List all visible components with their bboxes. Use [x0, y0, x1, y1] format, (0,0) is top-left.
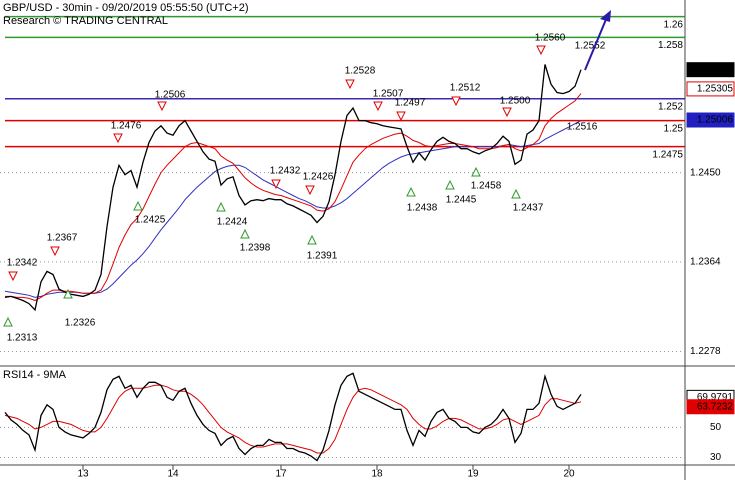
- annotation-label: 1.2552: [575, 41, 606, 52]
- annotation-label: 1.2425: [135, 215, 166, 226]
- price-tag-label: 1.2549: [702, 64, 733, 75]
- x-tick-label: 19: [467, 469, 479, 480]
- projection-arrow: [584, 16, 608, 71]
- price-tag: [686, 62, 735, 78]
- chart-title: GBP/USD - 30min - 09/20/2019 05:55:50 (U…: [3, 2, 248, 14]
- annotation-label: 1.2476: [111, 121, 142, 132]
- x-tick-label: 13: [77, 469, 89, 480]
- y-tick-label: 1.2364: [690, 257, 721, 268]
- level-label: 1.258: [658, 40, 683, 51]
- resistance-marker: [113, 133, 123, 144]
- annotation-label: 1.2497: [395, 98, 426, 109]
- x-tick-label: 14: [167, 469, 179, 480]
- resistance-marker: [271, 179, 281, 190]
- annotation-label: 1.2458: [471, 181, 502, 192]
- y-tick-label: 1.2278: [690, 346, 721, 357]
- annotation-label: 1.2500: [500, 96, 531, 107]
- resistance-marker: [157, 101, 167, 112]
- annotation-label: 1.2391: [307, 251, 338, 262]
- support-marker: [216, 201, 226, 212]
- x-tick-label: 20: [563, 469, 575, 480]
- support-marker: [406, 186, 416, 197]
- annotation-label: 1.2398: [240, 243, 271, 254]
- annotation-label: 1.2438: [407, 203, 438, 214]
- price-tag: [686, 399, 735, 415]
- series-line: [4, 64, 582, 312]
- annotation-label: 1.2445: [446, 195, 477, 206]
- support-marker: [307, 234, 317, 245]
- level-label: 1.252: [658, 101, 683, 112]
- annotation-label: 1.2528: [345, 66, 376, 77]
- support-marker: [240, 228, 250, 239]
- support-marker: [133, 200, 143, 211]
- resistance-marker: [50, 246, 60, 257]
- level-label: 1.26: [664, 19, 684, 30]
- resistance-marker: [373, 101, 383, 112]
- resistance-marker: [502, 107, 512, 118]
- resistance-marker: [536, 45, 546, 56]
- y-tick-label: 30: [710, 452, 722, 463]
- rsi-title: RSI14 - 9MA: [3, 369, 67, 381]
- level-label: 1.2475: [652, 149, 683, 160]
- annotation-label: 1.2342: [7, 258, 38, 269]
- price-tag-label: 63.7232: [697, 401, 734, 412]
- price-tag: [686, 81, 735, 97]
- series-line: [4, 384, 582, 454]
- chart-subtitle: Research © TRADING CENTRAL: [3, 15, 168, 27]
- resistance-marker: [345, 79, 355, 90]
- annotation-label: 1.2432: [270, 166, 301, 177]
- support-marker: [3, 316, 13, 327]
- annotation-label: 1.2506: [155, 90, 186, 101]
- support-marker: [471, 166, 481, 177]
- plot-layer: 1.2450 1.2364 1.2278 30 50 13 14 17 18 19 20 1.26 1.…: [0, 15, 735, 480]
- series-line: [4, 372, 582, 462]
- annotation-label: 1.2326: [65, 318, 96, 329]
- price-tag-label: 69.9791: [697, 392, 734, 403]
- annotation-label: 1.2560: [535, 33, 566, 44]
- projection-arrowhead: [600, 10, 611, 22]
- x-tick-label: 17: [275, 469, 287, 480]
- y-tick-label: 1.2450: [690, 167, 721, 178]
- resistance-marker: [305, 185, 315, 196]
- annotation-label: 1.2424: [217, 217, 248, 228]
- resistance-marker: [396, 111, 406, 122]
- annotation-label: 1.2313: [7, 333, 38, 344]
- annotation-label: 1.2516: [567, 122, 598, 133]
- annotation-label: 1.2426: [303, 172, 334, 183]
- series-line: [4, 120, 582, 298]
- price-tag-label: 1.25006: [697, 115, 734, 126]
- annotation-label: 1.2437: [513, 203, 544, 214]
- y-tick-label: 50: [710, 422, 722, 433]
- support-marker: [445, 179, 455, 190]
- annotation-label: 1.2367: [47, 233, 78, 244]
- price-tag: [686, 112, 735, 128]
- annotation-label: 1.2512: [450, 83, 481, 94]
- support-marker: [511, 188, 521, 199]
- price-tag-label: 1.25305: [697, 84, 734, 95]
- series-line: [5, 93, 582, 302]
- x-tick-label: 18: [371, 469, 383, 480]
- level-label: 1.25: [664, 123, 684, 134]
- resistance-marker: [451, 96, 461, 107]
- support-marker: [63, 288, 73, 299]
- annotation-label: 1.2507: [373, 89, 404, 100]
- resistance-marker: [8, 271, 18, 282]
